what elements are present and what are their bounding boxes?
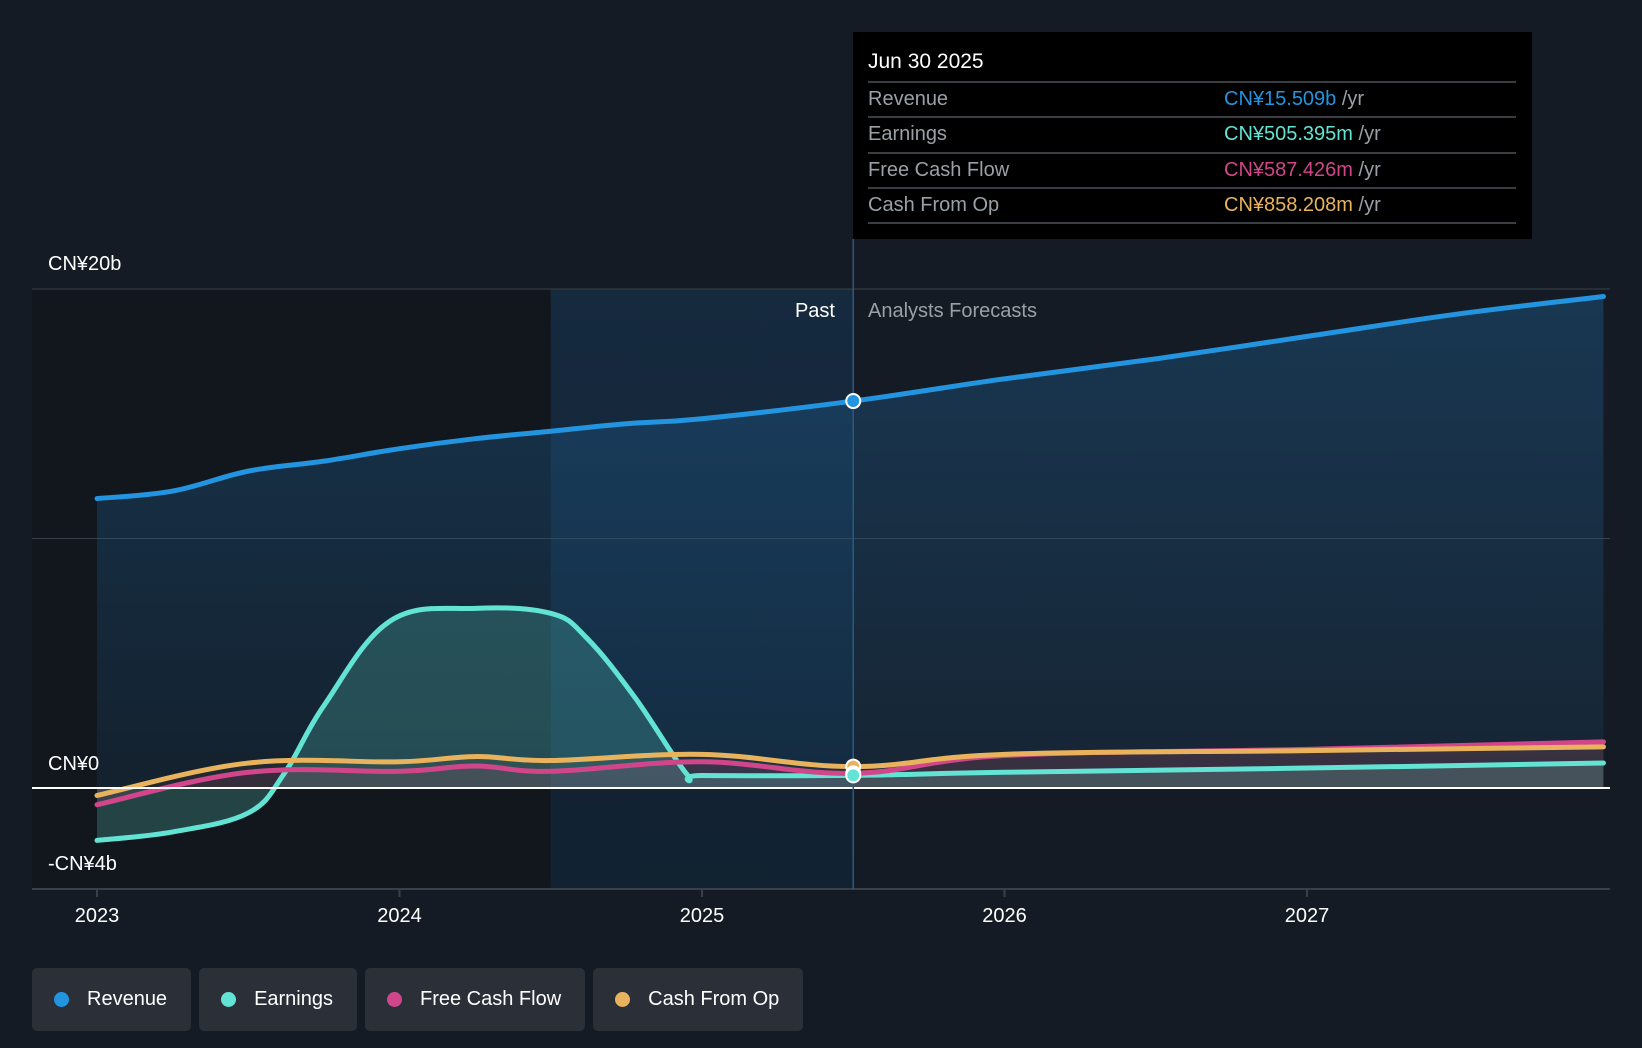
tooltip-value: CN¥505.395m xyxy=(1224,123,1353,145)
legend-label: Revenue xyxy=(87,988,168,1010)
tooltip-unit: /yr xyxy=(1358,123,1381,145)
tooltip-label: Free Cash Flow xyxy=(868,159,1010,181)
x-tick-label: 2025 xyxy=(680,905,725,927)
cash-from-op-dot-icon xyxy=(615,992,631,1007)
forecast-label: Analysts Forecasts xyxy=(868,300,1037,322)
tooltip-label: Earnings xyxy=(868,123,947,145)
legend-item-cash-from-op[interactable]: Cash From Op xyxy=(593,968,804,1031)
x-tick-label: 2027 xyxy=(1285,905,1330,927)
revenue-marker xyxy=(845,393,862,410)
y-tick-label: -CN¥4b xyxy=(48,853,117,875)
legend: Revenue Earnings Free Cash Flow Cash Fro… xyxy=(32,968,804,1031)
legend-item-earnings[interactable]: Earnings xyxy=(199,968,357,1031)
tooltip-value: CN¥15.509b xyxy=(1224,88,1337,110)
earnings-line xyxy=(94,605,1606,843)
tooltip-value: CN¥858.208m xyxy=(1224,194,1353,216)
earnings-marker xyxy=(845,767,862,784)
revenue-area xyxy=(97,296,1604,788)
tooltip: Jun 30 2025 Revenue CN¥15.509b /yr Earni… xyxy=(853,32,1532,239)
x-tick-label: 2024 xyxy=(377,905,422,927)
divider xyxy=(868,222,1516,224)
revenue-dot-icon xyxy=(54,992,69,1007)
x-tick-label: 2023 xyxy=(75,905,120,927)
tooltip-row-cash-from-op: Cash From Op CN¥858.208m /yr xyxy=(868,187,1516,223)
tooltip-label: Revenue xyxy=(868,88,949,110)
tooltip-row-free-cash-flow: Free Cash Flow CN¥587.426m /yr xyxy=(868,152,1516,188)
legend-label: Free Cash Flow xyxy=(420,988,562,1010)
legend-label: Cash From Op xyxy=(648,988,780,1010)
earnings-area xyxy=(97,607,1604,841)
tooltip-value: CN¥587.426m xyxy=(1224,159,1353,181)
y-tick-label: CN¥20b xyxy=(48,253,122,275)
y-tick-label: CN¥0 xyxy=(48,753,100,775)
cash-from-op-line xyxy=(94,744,1606,798)
past-label: Past xyxy=(794,300,835,322)
tooltip-label: Cash From Op xyxy=(868,194,1000,216)
legend-label: Earnings xyxy=(254,988,333,1010)
tooltip-unit: /yr xyxy=(1358,194,1381,216)
legend-item-free-cash-flow[interactable]: Free Cash Flow xyxy=(365,968,586,1031)
tooltip-row-revenue: Revenue CN¥15.509b /yr xyxy=(868,81,1516,117)
legend-item-revenue[interactable]: Revenue xyxy=(32,968,192,1031)
tooltip-unit: /yr xyxy=(1341,88,1365,110)
tooltip-row-earnings: Earnings CN¥505.395m /yr xyxy=(868,116,1516,152)
tooltip-date: Jun 30 2025 xyxy=(868,50,984,73)
revenue-line xyxy=(94,293,1606,502)
tooltip-unit: /yr xyxy=(1358,159,1381,181)
free-cash-flow-dot-icon xyxy=(387,992,402,1007)
free-cash-flow-area xyxy=(97,741,1604,805)
earnings-dot-icon xyxy=(221,992,237,1007)
x-tick-label: 2026 xyxy=(982,905,1027,927)
